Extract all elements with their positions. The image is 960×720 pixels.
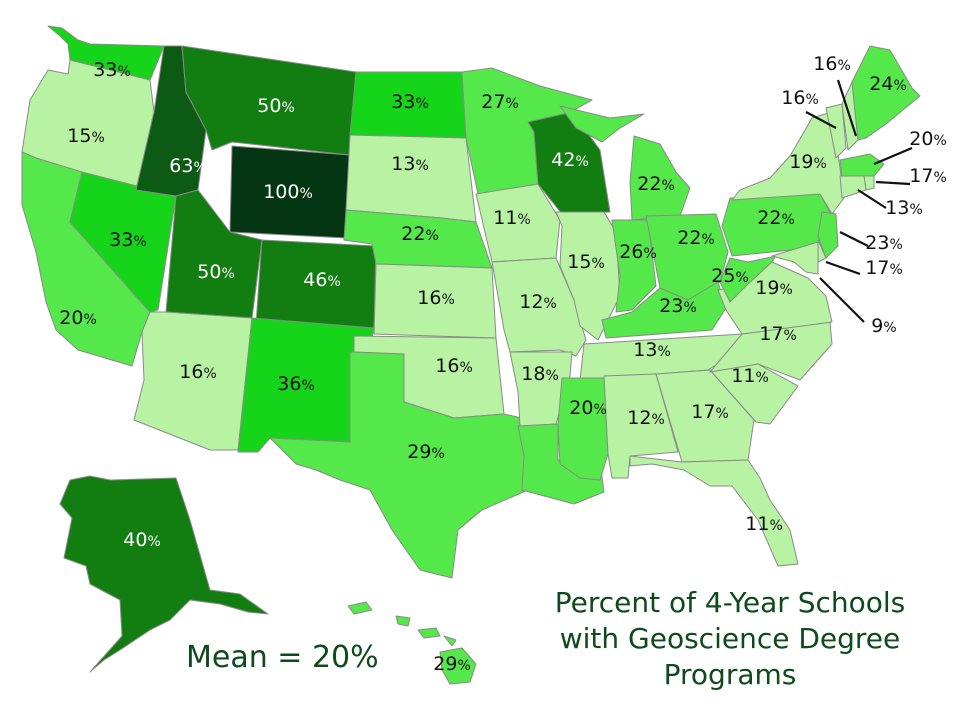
label-ia: 11% [493, 207, 531, 229]
state-ga [655, 369, 755, 463]
label-id: 63% [169, 155, 207, 177]
label-co: 46% [303, 269, 341, 291]
state-fl [629, 455, 799, 567]
leader-line-de [825, 260, 861, 276]
leader-line-ma [873, 146, 913, 166]
label-ok: 16% [435, 355, 473, 377]
leader-line-nh [836, 79, 858, 137]
map-title: Percent of 4-Year Schools with Geoscienc… [520, 585, 940, 693]
state-tx [269, 351, 529, 579]
label-tx: 29% [407, 441, 445, 463]
label-mo: 12% [519, 291, 557, 313]
label-al: 12% [627, 407, 665, 429]
label-fl: 11% [745, 513, 783, 535]
state-ky [601, 281, 727, 339]
label-nm: 36% [277, 373, 315, 395]
label-wv: 25% [711, 265, 749, 287]
state-ny [731, 111, 845, 215]
label-ca: 20% [59, 307, 97, 329]
leader-line-md [819, 277, 865, 323]
title-line-1: Percent of 4-Year Schools [554, 586, 906, 619]
label-oh: 22% [677, 227, 715, 249]
state-ak [59, 475, 269, 673]
label-wy: 100% [263, 181, 313, 203]
label-tn: 13% [633, 339, 671, 361]
state-vt [825, 103, 847, 159]
label-pa: 22% [757, 207, 795, 229]
state-mi [559, 105, 691, 221]
leader-line-ri [875, 180, 911, 186]
state-ms [557, 377, 609, 481]
label-vt: 16% [781, 87, 819, 109]
leader-line-vt [805, 111, 837, 129]
label-sd: 13% [391, 153, 429, 175]
label-ne: 22% [401, 223, 439, 245]
state-sd [345, 134, 477, 223]
state-ma [839, 153, 885, 177]
label-nh: 16% [813, 53, 851, 75]
label-ky: 23% [659, 295, 697, 317]
label-me: 24% [869, 73, 907, 95]
label-hi: 29% [433, 653, 471, 675]
label-md: 9% [871, 315, 896, 337]
leader-line-nj [839, 231, 869, 247]
label-il: 15% [567, 251, 605, 273]
title-line-2: with Geoscience Degree [559, 622, 901, 655]
label-ct: 13% [885, 197, 923, 219]
label-nd: 33% [391, 91, 429, 113]
state-nj [817, 211, 839, 259]
state-md [771, 241, 819, 275]
label-de: 17% [865, 257, 903, 279]
label-or: 15% [67, 125, 105, 147]
label-mt: 50% [257, 95, 295, 117]
label-in: 26% [619, 241, 657, 263]
label-sc: 11% [731, 365, 769, 387]
label-mn: 27% [481, 91, 519, 113]
label-ms: 20% [569, 397, 607, 419]
state-wv [719, 255, 777, 303]
state-me [851, 45, 921, 141]
state-wa [47, 25, 165, 81]
label-nc: 17% [759, 323, 797, 345]
label-ks: 16% [417, 287, 455, 309]
label-ar: 18% [521, 363, 559, 385]
label-mi: 22% [637, 173, 675, 195]
label-wi: 42% [551, 149, 589, 171]
label-nj: 23% [865, 232, 903, 254]
state-ct [839, 175, 867, 199]
state-il [555, 211, 621, 341]
label-wa: 33% [93, 59, 131, 81]
label-ga: 17% [691, 401, 729, 423]
label-az: 16% [179, 361, 217, 383]
leader-line-ct [857, 189, 887, 209]
label-va: 19% [755, 277, 793, 299]
label-ri: 17% [909, 165, 947, 187]
label-ma: 20% [909, 128, 947, 150]
state-hi [347, 601, 477, 685]
label-ut: 50% [197, 261, 235, 283]
label-ak: 40% [123, 529, 161, 551]
label-nv: 33% [109, 229, 147, 251]
mean-label: Mean = 20% [186, 640, 379, 675]
label-ny: 19% [789, 151, 827, 173]
state-ia [475, 183, 561, 263]
title-line-3: Programs [663, 658, 797, 691]
